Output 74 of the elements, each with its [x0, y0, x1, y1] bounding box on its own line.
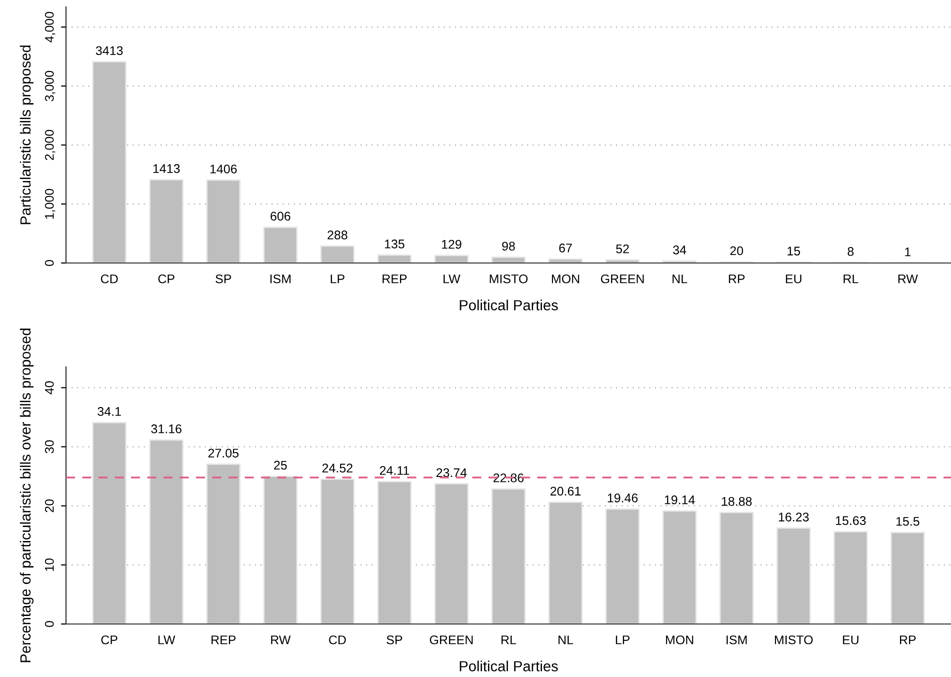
x-tick-label: NL: [558, 636, 574, 644]
x-tick-label: RW: [271, 636, 291, 644]
data-label: 19.14: [664, 495, 695, 504]
x-tick-label: MON: [552, 274, 580, 284]
data-label: 15.5: [896, 517, 920, 526]
y-axis-title: Particularistic bills proposed: [20, 46, 34, 224]
x-tick-label: EU: [786, 274, 802, 284]
y-tick-label: 2,000: [44, 130, 56, 160]
data-label: 1406: [210, 164, 237, 174]
data-label: 98: [502, 242, 515, 251]
data-label: 67: [559, 244, 572, 252]
x-axis-title: Political Parties: [460, 300, 558, 310]
x-tick-label: REP: [382, 274, 407, 284]
x-tick-label: SP: [386, 635, 402, 644]
x-tick-label: EU: [842, 636, 858, 644]
data-label: 52: [616, 244, 629, 254]
data-label: 15.63: [836, 516, 866, 526]
x-tick-label: LP: [330, 274, 344, 284]
x-tick-label: SP: [216, 274, 232, 284]
data-label: 25: [274, 460, 287, 470]
y-tick-label: 0: [44, 621, 54, 627]
x-tick-label: MON: [666, 635, 694, 644]
data-label: 23.74: [436, 468, 467, 478]
x-tick-label: GREEN: [430, 635, 473, 644]
data-label: 34.1: [98, 407, 121, 416]
data-label: 27.05: [208, 448, 238, 458]
x-tick-label: LP: [616, 636, 630, 644]
y-tick-label: 0: [44, 260, 54, 266]
x-tick-label: REP: [212, 636, 236, 644]
data-label: 34: [673, 246, 686, 254]
data-label: 20.61: [550, 486, 581, 496]
data-label: 135: [384, 240, 404, 248]
data-label: 3413: [96, 46, 123, 56]
y-tick-label: 4,000: [44, 12, 56, 42]
x-tick-label: LW: [158, 636, 176, 644]
data-label: 15: [788, 246, 800, 256]
x-tick-label: ISM: [270, 274, 290, 284]
x-axis-title: Political Parties: [460, 660, 558, 672]
y-axis-title: Percentage of particularistic bills over bills proposed: [20, 328, 34, 662]
y-tick-label: 10: [44, 558, 54, 571]
y-tick-label: 20: [44, 499, 54, 512]
y-tick-label: 1,000: [44, 188, 56, 219]
data-label: 16.23: [778, 512, 809, 522]
y-tick-label: 40: [44, 381, 54, 394]
y-tick-label: 30: [44, 440, 54, 454]
data-label: 18.88: [722, 496, 752, 506]
data-label: 22.86: [493, 473, 524, 482]
x-tick-label: CD: [100, 274, 118, 284]
data-label: 8: [848, 247, 854, 256]
x-tick-label: LW: [444, 274, 460, 284]
x-tick-label: CP: [158, 274, 174, 284]
x-tick-label: RL: [844, 274, 858, 284]
x-tick-label: RP: [900, 636, 916, 644]
data-label: 1: [905, 248, 911, 256]
data-label: 24.11: [380, 466, 410, 475]
x-tick-label: RW: [898, 274, 918, 284]
data-label: 606: [270, 212, 290, 221]
x-tick-label: RP: [728, 274, 745, 284]
x-tick-label: NL: [672, 274, 688, 284]
x-tick-label: RL: [502, 636, 516, 644]
x-tick-label: MISTO: [774, 635, 813, 644]
x-tick-label: ISM: [726, 635, 747, 644]
x-tick-label: CD: [329, 635, 346, 644]
data-label: 24.52: [322, 464, 352, 472]
x-tick-label: GREEN: [600, 274, 644, 284]
x-tick-label: CP: [101, 635, 118, 644]
data-label: 19.46: [608, 494, 638, 502]
data-label: 288: [328, 230, 348, 240]
y-tick-label: 3,000: [44, 70, 56, 102]
data-label: 1413: [153, 164, 180, 174]
data-label: 20: [730, 246, 744, 256]
x-tick-label: MISTO: [490, 274, 528, 284]
data-label: 31.16: [151, 424, 182, 434]
data-label: 129: [442, 240, 462, 249]
